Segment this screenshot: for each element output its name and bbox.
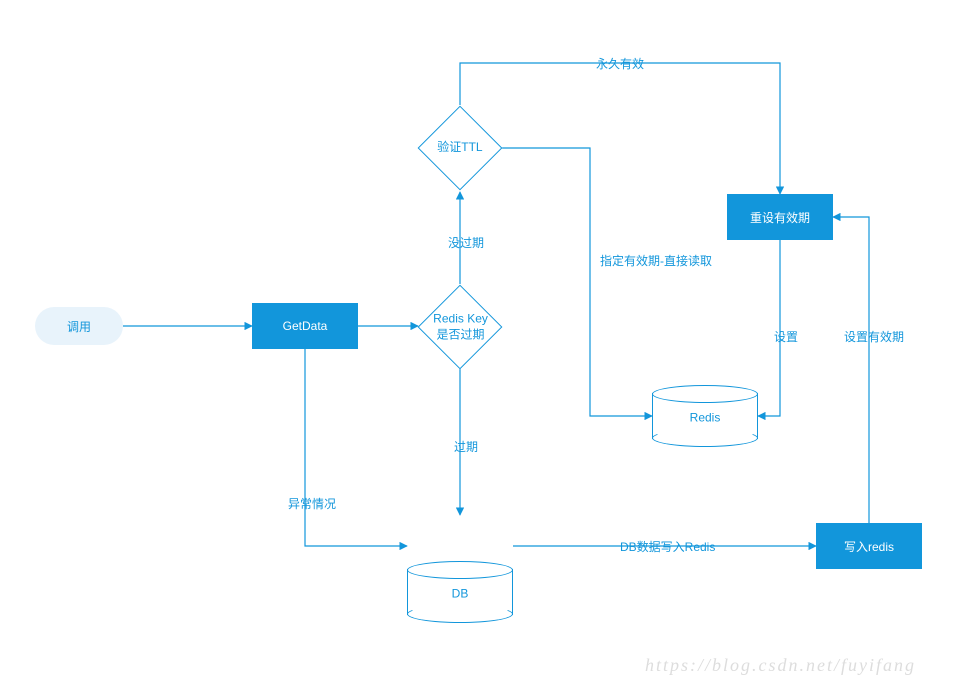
edge-label-e_db_write: DB数据写入Redis (620, 538, 715, 555)
node-reset-label: 重设有效期 (750, 209, 810, 226)
node-redis-label: Redis (653, 410, 757, 424)
watermark-text: https://blog.csdn.net/fuyifang (645, 655, 916, 676)
edge-label-e_getdata_db: 异常情况 (288, 495, 336, 512)
node-start: 调用 (35, 307, 123, 345)
edge-e_getdata_db (305, 349, 407, 546)
node-start-label: 调用 (67, 318, 91, 335)
node-write-redis: 写入redis (816, 523, 922, 569)
node-getdata-label: GetData (283, 319, 328, 333)
edge-label-e_reset_redis: 设置 (774, 328, 798, 345)
diagram-canvas: 调用 GetData Redis Key是否过期 验证TTL 重设有效期 Red… (0, 0, 953, 683)
edge-label-e_rediskey_db: 过期 (454, 438, 478, 455)
edge-e_ttl_redis (502, 148, 652, 416)
edge-label-e_rediskey_ttl: 没过期 (448, 234, 484, 251)
node-db: DB (407, 569, 513, 615)
node-rediskey-decision: Redis Key是否过期 (418, 285, 503, 370)
edge-label-e_ttl_reset: 永久有效 (596, 55, 644, 72)
edge-label-e_ttl_redis: 指定有效期-直接读取 (600, 252, 712, 269)
node-ttl-decision: 验证TTL (418, 106, 503, 191)
node-redis-db: Redis (652, 393, 758, 439)
node-getdata: GetData (252, 303, 358, 349)
node-rediskey-label: Redis Key是否过期 (433, 311, 488, 341)
node-ttl-label: 验证TTL (437, 140, 482, 154)
edge-e_write_reset (833, 217, 869, 523)
node-reset-validity: 重设有效期 (727, 194, 833, 240)
edge-e_ttl_reset (460, 63, 780, 194)
node-write-label: 写入redis (844, 538, 894, 555)
edge-label-e_write_reset: 设置有效期 (844, 328, 904, 345)
node-db-label: DB (408, 586, 512, 600)
